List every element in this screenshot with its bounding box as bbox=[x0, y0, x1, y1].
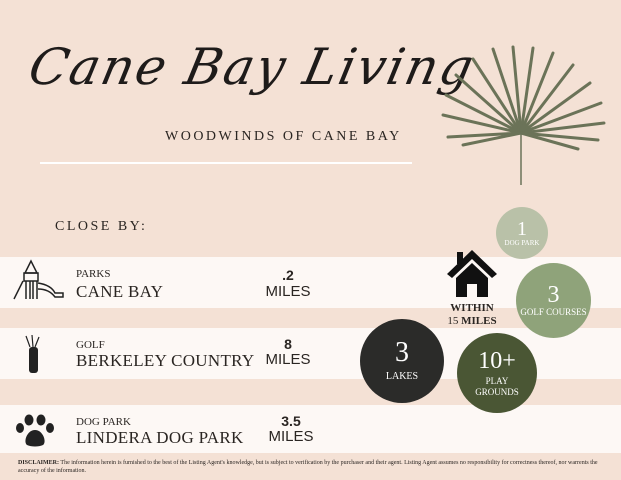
house-icon bbox=[447, 250, 497, 297]
within-label: WITHIN 15 MILES bbox=[432, 302, 512, 328]
stat-golf-courses: 3 GOLF COURSES bbox=[516, 263, 591, 338]
stat-label: LAKES bbox=[385, 371, 419, 383]
divider bbox=[40, 162, 412, 164]
stat-value: 3 bbox=[395, 337, 409, 369]
subtitle: WOODWINDS OF CANE BAY bbox=[165, 129, 402, 144]
stat-lakes: 3 LAKES bbox=[360, 319, 444, 403]
within-unit: MILES bbox=[461, 315, 497, 327]
disclaimer: DISCLAIMER: The information herein is fu… bbox=[18, 459, 608, 475]
within-distance: 15 MILES bbox=[432, 315, 512, 328]
distance-value: .2 bbox=[282, 267, 294, 283]
golf-bag-icon bbox=[25, 334, 40, 373]
distance-unit: MILES bbox=[265, 283, 311, 300]
stat-label: PLAY bbox=[485, 376, 509, 387]
distance-unit: MILES bbox=[265, 351, 311, 368]
paw-icon bbox=[16, 414, 54, 447]
row-band bbox=[0, 405, 621, 453]
stat-label: GOLF COURSES bbox=[520, 307, 587, 318]
place-name: BERKELEY COUNTRY bbox=[76, 351, 255, 370]
stat-value: 3 bbox=[547, 282, 560, 309]
stat-value: 10+ bbox=[478, 348, 516, 375]
section-label: CLOSE BY: bbox=[55, 219, 148, 234]
stat-label: DOG PARK bbox=[504, 238, 540, 247]
stat-playgrounds: 10+ PLAY GROUNDS bbox=[457, 333, 537, 413]
place-category: DOG PARK bbox=[76, 416, 131, 428]
place-category: GOLF bbox=[76, 339, 105, 351]
within-text: WITHIN bbox=[450, 302, 494, 314]
stat-dog-park: 1 DOG PARK bbox=[496, 207, 548, 259]
disclaimer-label: DISCLAIMER: bbox=[18, 460, 60, 466]
stat-label: GROUNDS bbox=[475, 386, 519, 397]
distance-value: 3.5 bbox=[281, 413, 301, 429]
place-category: PARKS bbox=[76, 268, 111, 280]
stat-value: 1 bbox=[517, 217, 527, 240]
place-name: LINDERA DOG PARK bbox=[76, 428, 244, 447]
playground-icon bbox=[13, 259, 64, 300]
page-title: Cane Bay Living bbox=[23, 38, 481, 96]
place-name: CANE BAY bbox=[76, 282, 164, 301]
distance-value: 8 bbox=[284, 336, 292, 352]
disclaimer-text: The information herein is furnished to t… bbox=[18, 460, 598, 474]
palm-leaf-icon bbox=[441, 45, 606, 185]
within-number: 15 bbox=[447, 315, 459, 327]
distance-unit: MILES bbox=[268, 428, 314, 445]
